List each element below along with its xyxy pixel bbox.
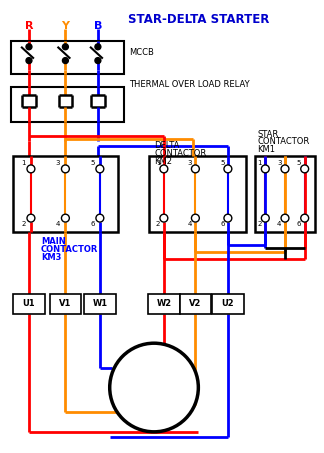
Text: 5: 5 — [220, 160, 225, 166]
Text: KM2: KM2 — [154, 157, 172, 166]
Text: V2: V2 — [189, 299, 202, 308]
Text: R: R — [25, 21, 33, 31]
Circle shape — [191, 165, 199, 173]
Bar — [148, 294, 179, 313]
Circle shape — [191, 214, 199, 222]
Text: W1: W1 — [92, 299, 108, 308]
Circle shape — [27, 165, 35, 173]
Bar — [255, 156, 315, 232]
Bar — [84, 294, 116, 313]
Text: KM3: KM3 — [41, 253, 61, 261]
Text: 1: 1 — [156, 160, 160, 166]
Text: 1: 1 — [21, 160, 26, 166]
Text: THERMAL OVER LOAD RELAY: THERMAL OVER LOAD RELAY — [129, 80, 250, 89]
Circle shape — [96, 165, 104, 173]
Text: Y: Y — [62, 21, 69, 31]
Text: W2: W2 — [156, 299, 171, 308]
Text: CONTACTOR: CONTACTOR — [41, 245, 98, 254]
Text: V1: V1 — [59, 299, 72, 308]
Text: DELTA: DELTA — [154, 141, 179, 150]
Text: 1: 1 — [258, 160, 262, 166]
Circle shape — [62, 165, 69, 173]
Text: 3 PHASE: 3 PHASE — [127, 375, 180, 385]
Text: 2: 2 — [21, 221, 26, 227]
Bar — [11, 41, 124, 74]
Text: STAR-DELTA STARTER: STAR-DELTA STARTER — [128, 13, 269, 26]
Circle shape — [95, 44, 101, 50]
Text: CONTACTOR: CONTACTOR — [154, 149, 206, 158]
Text: STAR: STAR — [258, 130, 279, 139]
Circle shape — [96, 214, 104, 222]
Text: MCCB: MCCB — [129, 48, 154, 57]
Circle shape — [95, 58, 101, 63]
Text: CONTACTOR: CONTACTOR — [258, 137, 310, 146]
Circle shape — [26, 58, 32, 63]
Circle shape — [63, 58, 68, 63]
Circle shape — [301, 214, 309, 222]
Text: 2: 2 — [258, 221, 262, 227]
Text: 3: 3 — [55, 160, 60, 166]
Text: 3: 3 — [188, 160, 192, 166]
Circle shape — [281, 214, 289, 222]
Text: 5: 5 — [90, 160, 94, 166]
Circle shape — [261, 165, 269, 173]
Bar — [149, 156, 246, 232]
Text: KM1: KM1 — [258, 145, 275, 154]
Circle shape — [301, 165, 309, 173]
Text: B: B — [94, 21, 102, 31]
Circle shape — [27, 214, 35, 222]
Text: 3: 3 — [277, 160, 282, 166]
Circle shape — [63, 44, 68, 50]
Circle shape — [160, 214, 168, 222]
Circle shape — [110, 343, 198, 432]
Circle shape — [281, 165, 289, 173]
Bar — [11, 87, 124, 121]
Text: U2: U2 — [222, 299, 234, 308]
Text: 6: 6 — [90, 221, 95, 227]
Bar — [13, 294, 45, 313]
Text: 2: 2 — [156, 221, 160, 227]
Bar — [50, 294, 81, 313]
Text: 6: 6 — [297, 221, 301, 227]
Text: 4: 4 — [277, 221, 282, 227]
Circle shape — [224, 214, 232, 222]
Circle shape — [224, 165, 232, 173]
Text: 6: 6 — [220, 221, 225, 227]
Text: 4: 4 — [188, 221, 192, 227]
Text: 4: 4 — [55, 221, 60, 227]
Text: 5: 5 — [297, 160, 301, 166]
Circle shape — [62, 214, 69, 222]
Bar — [13, 156, 118, 232]
Circle shape — [26, 44, 32, 50]
Circle shape — [160, 165, 168, 173]
Text: MOTOR: MOTOR — [131, 390, 177, 400]
Circle shape — [261, 214, 269, 222]
Bar — [212, 294, 244, 313]
Bar — [179, 294, 211, 313]
Text: MAIN: MAIN — [41, 237, 65, 246]
Text: U1: U1 — [23, 299, 35, 308]
